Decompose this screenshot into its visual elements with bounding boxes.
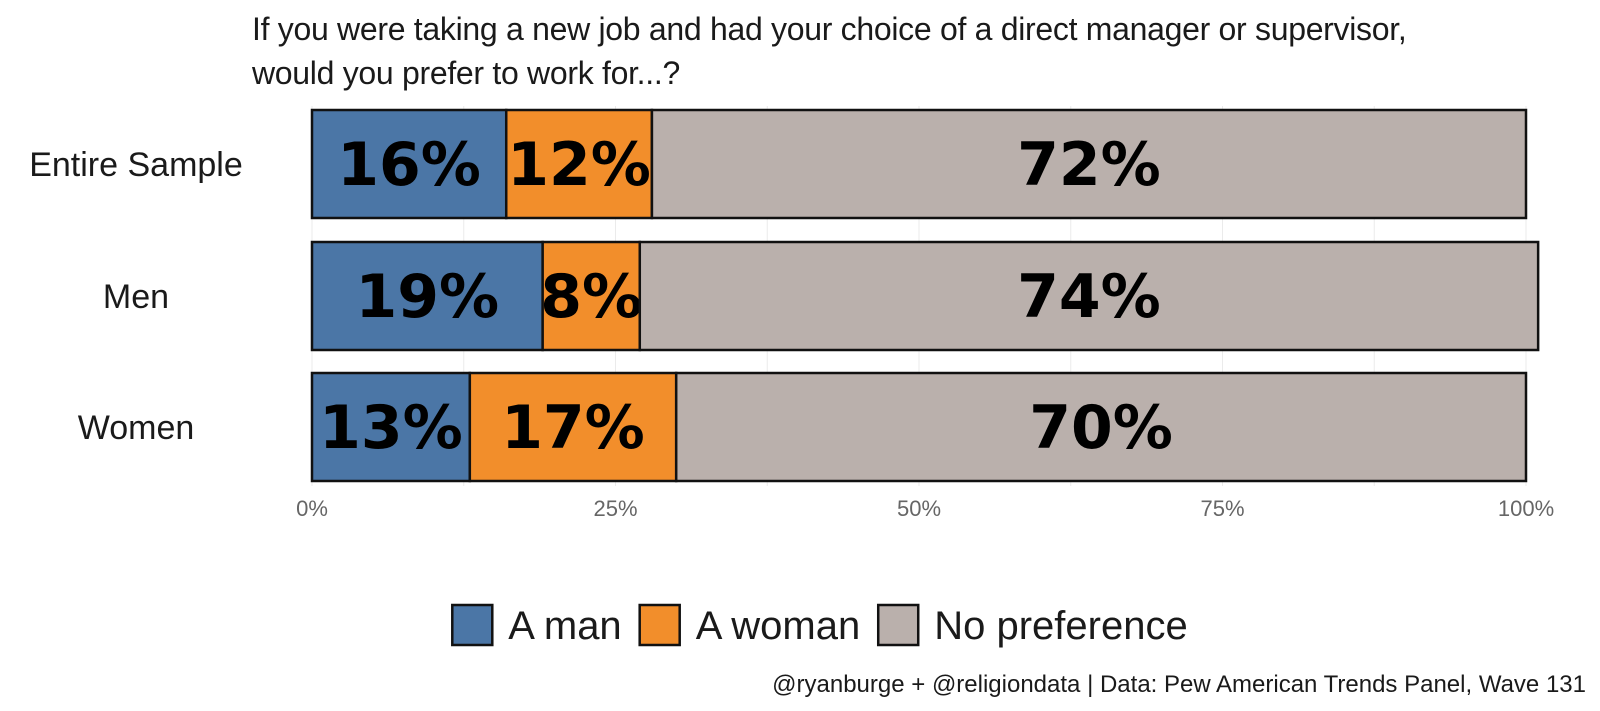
legend-swatch: [451, 603, 494, 647]
x-tick-label: 75%: [1200, 496, 1244, 521]
bar-row: 13% 17% 70%: [310, 371, 1528, 483]
chart-caption: @ryanburge + @religiondata | Data: Pew A…: [772, 671, 1586, 698]
legend-item: A woman: [638, 603, 861, 648]
category-label: Men: [103, 278, 169, 316]
bar-value-label: 8%: [540, 262, 642, 332]
legend-label: A man: [508, 604, 621, 648]
chart-title-line-1: If you were taking a new job and had you…: [252, 11, 1406, 47]
bar-value-label: 17%: [501, 393, 645, 463]
category-label: Women: [78, 409, 195, 447]
x-tick-label: 100%: [1498, 496, 1554, 521]
bar-value-label: 12%: [507, 130, 651, 200]
bar-segment: [541, 240, 642, 352]
legend-swatch: [876, 603, 920, 647]
bar-segment: [504, 108, 654, 220]
bar-value-label: 70%: [1029, 393, 1173, 463]
bar-row: 16% 12% 72%: [310, 108, 1528, 220]
row-labels: Entire Sample Men Women: [29, 146, 243, 447]
bar-segment: [638, 240, 1540, 352]
x-axis: 0% 25% 50% 75% 100%: [296, 496, 1554, 521]
bar-value-label: 74%: [1017, 262, 1161, 332]
bar-value-label: 13%: [319, 393, 463, 463]
legend-label: No preference: [934, 604, 1187, 648]
bar-segment: [310, 371, 472, 483]
bar-segment: [310, 240, 544, 352]
bars: 16% 12% 72% 19% 8% 74% 13% 17% 70%: [310, 108, 1540, 483]
legend-label: A woman: [696, 604, 861, 648]
legend-item: A man: [451, 603, 622, 648]
legend-swatch: [638, 603, 681, 647]
bar-segment: [650, 108, 1528, 220]
legend-item: No preference: [876, 603, 1188, 648]
category-label: Entire Sample: [29, 146, 243, 184]
x-tick-label: 50%: [897, 496, 941, 521]
chart-title: If you were taking a new job and had you…: [251, 11, 1407, 91]
chart-title-line-2: would you prefer to work for...?: [251, 55, 680, 91]
bar-segment: [468, 371, 678, 483]
bar-row: 19% 8% 74%: [310, 240, 1540, 352]
legend: A man A woman No preference: [451, 603, 1188, 648]
bar-value-label: 16%: [337, 130, 481, 200]
bar-segment: [674, 371, 1528, 483]
x-tick-label: 0%: [296, 496, 328, 521]
x-tick-label: 25%: [593, 496, 637, 521]
bar-value-label: 19%: [356, 262, 500, 332]
bar-value-label: 72%: [1017, 130, 1161, 200]
